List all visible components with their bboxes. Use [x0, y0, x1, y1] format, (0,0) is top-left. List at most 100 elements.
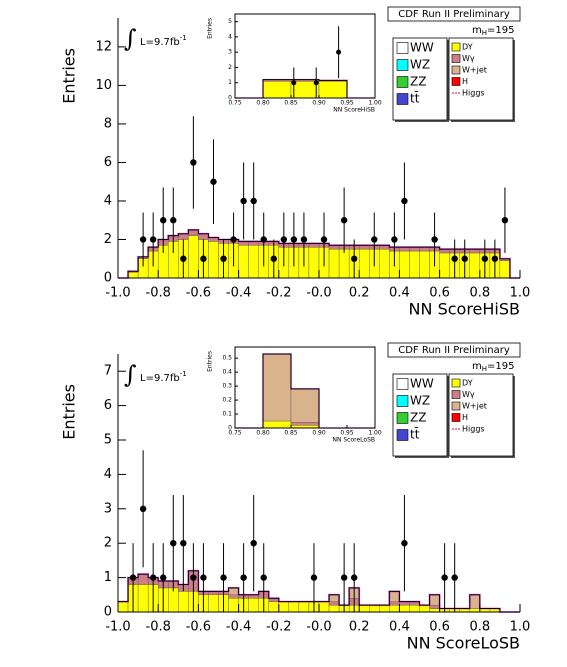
y-tick-label: 5 — [104, 433, 112, 448]
data-point — [160, 217, 167, 224]
data-point — [310, 574, 318, 581]
legend-label: ZZ — [410, 75, 426, 89]
legend-swatch — [396, 42, 409, 54]
data-point — [401, 540, 408, 547]
x-tick-label: 0.85 — [284, 100, 298, 107]
y-tick-label: 4 — [228, 33, 232, 40]
data-point — [129, 574, 137, 581]
chart-title: CDF Run II Preliminary — [398, 345, 510, 356]
mass-label: mH=195 — [472, 25, 514, 37]
data-point — [220, 255, 227, 262]
data-point — [291, 80, 297, 86]
data-point — [401, 197, 408, 205]
x-tick-label: 1.00 — [368, 100, 382, 107]
histogram-bar — [328, 248, 340, 279]
legend-label: Higgs — [462, 425, 485, 434]
y-tick-label: 1 — [104, 570, 112, 585]
histogram-bar — [248, 245, 259, 279]
legend-label: ZZ — [410, 411, 426, 425]
x-tick-label: -0.6 — [186, 286, 211, 301]
y-tick-label: 2 — [228, 64, 232, 71]
data-point — [451, 255, 458, 262]
x-tick-label: -0.8 — [146, 620, 171, 635]
y-tick-label: 3 — [228, 49, 232, 56]
histogram-bar — [419, 604, 430, 613]
data-point — [220, 574, 227, 581]
x-tick-label: 0.95 — [340, 430, 354, 437]
data-point — [210, 178, 217, 185]
y-tick-label: 12 — [95, 39, 112, 54]
y-tick-label: 2 — [104, 232, 112, 247]
data-point — [250, 540, 257, 547]
x-axis-label: NN ScoreLoSB — [407, 634, 520, 653]
histogram-bar — [399, 604, 410, 613]
data-point — [431, 236, 438, 243]
histogram-bar — [188, 235, 199, 279]
y-tick-label: 0.4 — [222, 369, 232, 376]
histogram-bar — [127, 272, 139, 279]
histogram-bar — [228, 587, 239, 595]
chart-title: CDF Run II Preliminary — [398, 9, 510, 20]
data-point — [280, 236, 288, 243]
x-tick-label: -0.4 — [226, 620, 251, 635]
legend-label: Higgs — [462, 89, 485, 98]
mass-value: =195 — [487, 361, 514, 372]
data-point — [350, 255, 358, 262]
legend-label: H — [462, 77, 468, 86]
histogram-bar — [262, 80, 292, 99]
data-point — [190, 574, 197, 581]
y-tick-label: 3 — [104, 501, 112, 516]
histogram-bar — [469, 252, 481, 279]
data-point — [391, 236, 398, 243]
histogram-bar — [389, 604, 400, 613]
x-tick-label: -0.2 — [266, 620, 291, 635]
x-tick-label: 0.2 — [349, 286, 370, 301]
legend-label: WW — [410, 41, 434, 55]
x-tick-label: 0.4 — [389, 286, 410, 301]
title-box — [387, 342, 521, 358]
data-point — [180, 540, 187, 547]
y-tick-label: 8 — [104, 116, 112, 131]
mass-subscript: H — [482, 365, 487, 373]
histogram-bar — [429, 594, 440, 606]
mass-symbol: m — [472, 361, 482, 372]
x-tick-label: 1.0 — [510, 286, 531, 301]
histogram-bar — [262, 353, 292, 422]
data-point — [170, 217, 177, 224]
histogram-bar — [288, 601, 300, 613]
stack-outline — [118, 570, 520, 613]
y-tick-label: 0.5 — [222, 355, 232, 362]
histogram-bar — [228, 594, 239, 599]
histogram-bar — [137, 573, 149, 585]
histogram-bar — [117, 601, 129, 613]
legend-label: W+jet — [462, 66, 487, 75]
y-tick-label: 6 — [104, 155, 112, 170]
histogram-bar — [359, 248, 370, 279]
histogram-bar — [168, 587, 179, 613]
x-tick-label: -0.8 — [146, 286, 171, 301]
histogram-bar — [389, 601, 400, 606]
legend-swatch — [451, 378, 461, 388]
legend-swatch — [396, 412, 409, 424]
legend-label: DY — [462, 379, 473, 388]
y-axis-label: Entries — [60, 48, 79, 104]
y-tick-label: 0.2 — [222, 397, 232, 404]
histogram-bar — [429, 604, 440, 609]
data-point — [260, 574, 267, 581]
histogram-bar — [268, 601, 280, 613]
legend-label: WZ — [410, 58, 430, 72]
legend-swatch — [451, 390, 461, 399]
histogram-bar — [359, 604, 370, 613]
data-point — [340, 217, 348, 224]
x-tick-label: 0.6 — [429, 620, 450, 635]
legend-swatch — [396, 93, 409, 105]
y-tick-label: 2 — [104, 536, 112, 551]
x-tick-label: 0.75 — [228, 430, 242, 437]
legend-swatch — [396, 59, 409, 71]
data-point — [491, 255, 499, 262]
histogram-bar — [389, 591, 400, 602]
y-tick-label: 5 — [228, 18, 232, 25]
y-tick-label: 0 — [228, 95, 232, 102]
y-tick-label: 0 — [104, 271, 112, 286]
